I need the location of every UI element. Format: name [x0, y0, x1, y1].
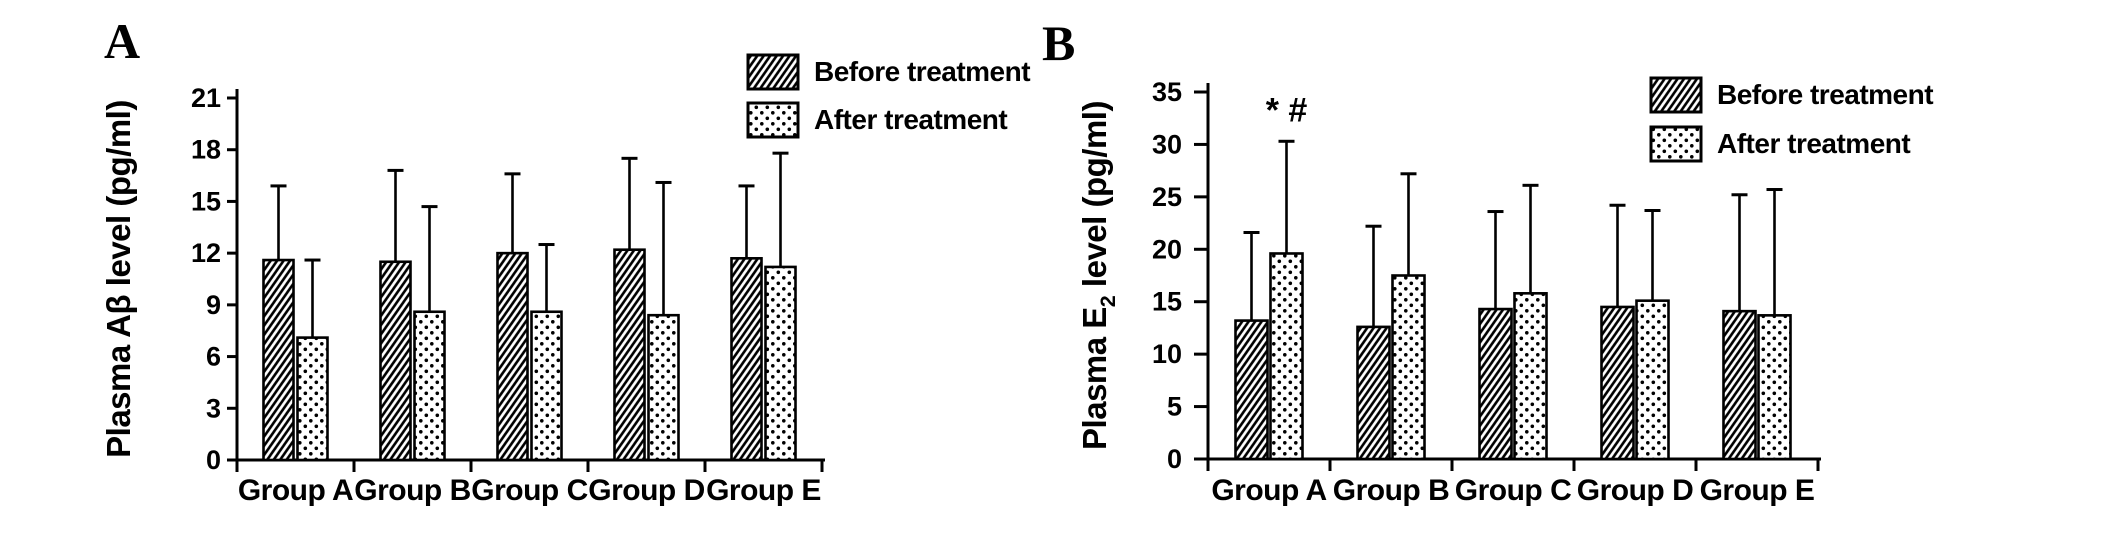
bar-after-treatment-group-e: [1757, 314, 1792, 461]
bar-after-treatment-group-a: [1269, 252, 1304, 461]
y-tick-label: 0: [206, 445, 221, 475]
panel-b-label: B: [1042, 15, 1076, 71]
y-tick-label: 25: [1152, 182, 1182, 212]
y-tick-label: 30: [1152, 129, 1182, 159]
bar-after-treatment-group-d: [1635, 299, 1670, 461]
legend-swatch-before-treatment: [1649, 76, 1703, 114]
bar-before-treatment-group-a: [1234, 319, 1269, 461]
legend-swatch-after-treatment: [1649, 125, 1703, 163]
bar-before-treatment-group-b: [1356, 325, 1391, 461]
y-tick-label: 0: [1167, 444, 1182, 474]
x-category-label-group-c: Group C: [471, 474, 588, 507]
bar-after-treatment-group-c: [1513, 292, 1548, 461]
y-tick-label: 35: [1152, 77, 1182, 107]
y-tick-label: 6: [206, 342, 221, 372]
y-tick-label: 21: [191, 83, 221, 113]
bar-before-treatment-group-e: [730, 257, 763, 462]
y-tick-label: 15: [191, 186, 221, 216]
y-tick-label: 5: [1167, 392, 1182, 422]
bar-after-treatment-group-c: [530, 310, 563, 462]
x-category-label-group-e: Group E: [706, 474, 821, 507]
legend-swatch-before-treatment: [746, 53, 800, 91]
bar-before-treatment-group-a: [262, 258, 295, 462]
legend-label-before-treatment: Before treatment: [1717, 79, 1933, 110]
bar-before-treatment-group-b: [379, 260, 412, 462]
x-category-label-group-d: Group D: [588, 474, 705, 507]
panel-a-label: A: [104, 13, 141, 69]
bar-before-treatment-group-e: [1722, 309, 1757, 461]
y-tick-label: 18: [191, 135, 221, 165]
bar-before-treatment-group-c: [496, 251, 529, 462]
bar-after-treatment-group-b: [413, 310, 446, 462]
bar-after-treatment-group-a: [296, 336, 329, 462]
x-category-label-group-b: Group B: [354, 474, 471, 507]
x-category-label-group-a: Group A: [1211, 474, 1326, 507]
legend-label-after-treatment: After treatment: [814, 104, 1007, 135]
y-axis-title: Plasma E2 level (pg/ml): [1076, 101, 1120, 450]
chart-panel-a: 0 3 6 9 12 15 18 21 Group A Group B Group C Group D…: [100, 53, 1031, 507]
y-tick-label: 10: [1152, 339, 1182, 369]
y-tick-label: 20: [1152, 234, 1182, 264]
bar-after-treatment-group-e: [764, 265, 797, 462]
bar-before-treatment-group-d: [1600, 305, 1635, 461]
legend-label-before-treatment: Before treatment: [814, 56, 1030, 87]
x-category-label-group-e: Group E: [1700, 474, 1815, 507]
x-category-label-group-b: Group B: [1333, 474, 1450, 507]
y-axis-title: Plasma Aβ level (pg/ml): [100, 100, 137, 458]
legend-swatch-after-treatment: [746, 101, 800, 139]
bar-before-treatment-group-c: [1478, 307, 1513, 461]
y-tick-label: 15: [1152, 287, 1182, 317]
y-tick-label: 3: [206, 393, 221, 423]
bar-after-treatment-group-b: [1391, 274, 1426, 461]
x-category-label-group-c: Group C: [1455, 474, 1572, 507]
x-category-label-group-a: Group A: [238, 474, 353, 507]
bar-after-treatment-group-d: [647, 313, 680, 462]
legend-label-after-treatment: After treatment: [1717, 128, 1910, 159]
x-category-label-group-d: Group D: [1577, 474, 1694, 507]
significance-annotation: * #: [1266, 91, 1308, 129]
y-tick-label: 9: [206, 290, 221, 320]
y-tick-label: 12: [191, 238, 221, 268]
bar-before-treatment-group-d: [613, 248, 646, 462]
